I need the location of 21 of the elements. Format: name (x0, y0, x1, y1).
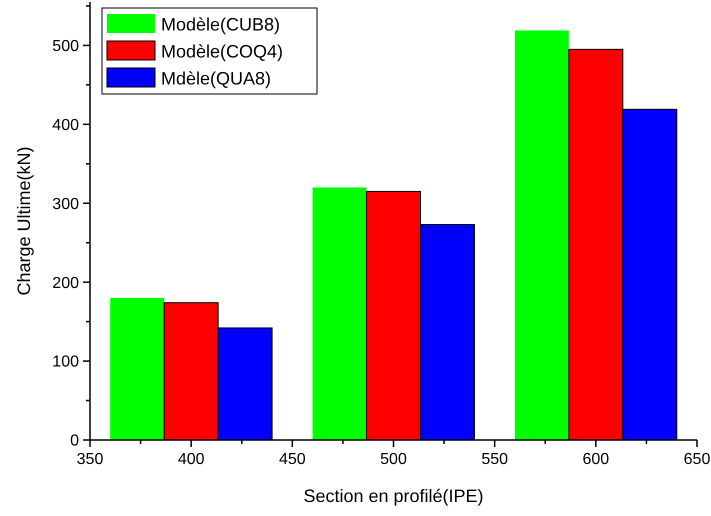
y-tick-label: 200 (52, 274, 80, 292)
legend-label: Mdèle(QUA8) (161, 68, 272, 88)
x-tick-label: 500 (380, 451, 407, 468)
x-tick-label: 550 (481, 451, 508, 468)
bar (312, 187, 367, 440)
legend-label: Modèle(COQ4) (161, 41, 284, 62)
x-tick-label: 400 (178, 451, 205, 468)
x-tick-label: 650 (684, 451, 710, 468)
x-tick-label: 350 (76, 451, 104, 468)
y-tick-label: 0 (70, 432, 80, 450)
x-tick-label: 600 (582, 451, 610, 468)
y-tick-label: 400 (52, 116, 80, 134)
y-tick-label: 100 (52, 354, 80, 371)
y-tick-label: 300 (52, 196, 80, 213)
x-tick-label: 450 (278, 451, 306, 468)
x-axis-title: Section en profilé(IPE) (303, 486, 484, 506)
y-axis-title: Charge Ultime(kN) (14, 146, 34, 296)
bar (514, 30, 569, 440)
y-tick-label: 500 (52, 38, 80, 56)
bar (110, 298, 164, 440)
legend-label: Modèle(CUB8) (161, 14, 280, 34)
